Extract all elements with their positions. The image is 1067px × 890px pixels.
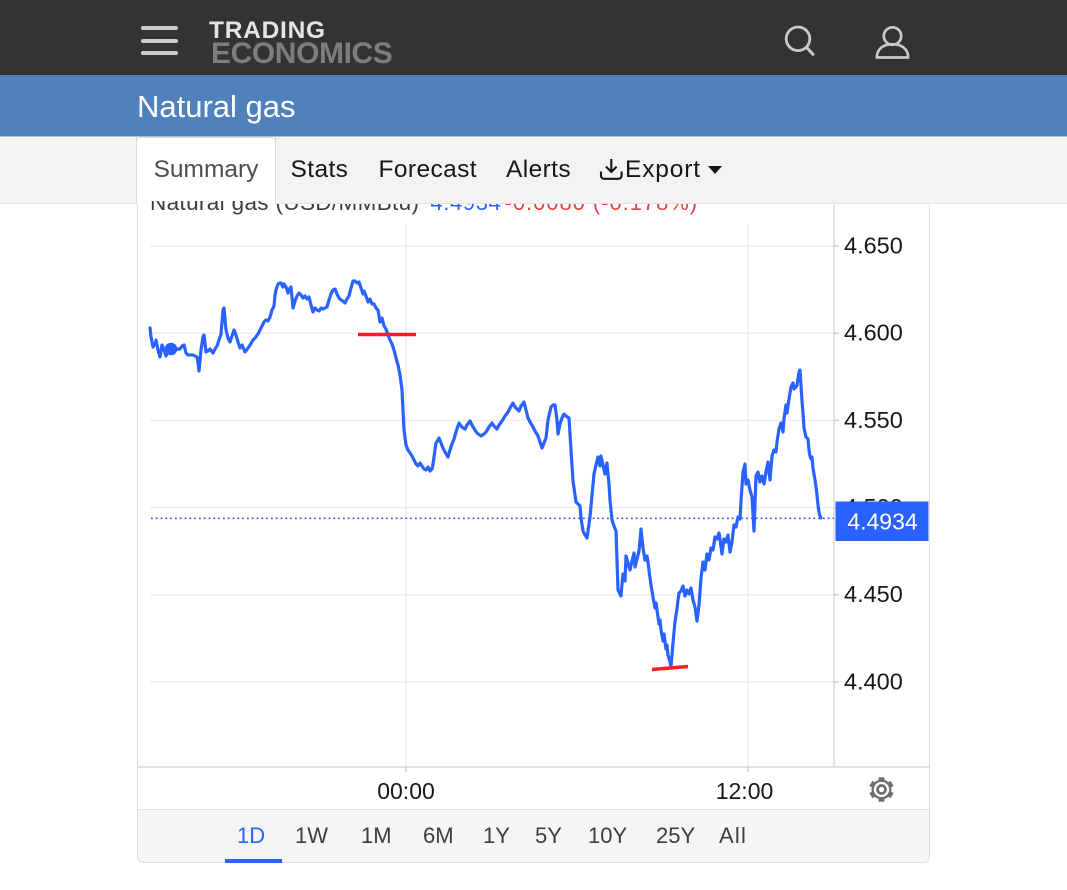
svg-text:12:00: 12:00 (716, 778, 774, 804)
svg-text:4.600: 4.600 (844, 320, 903, 346)
svg-text:4.550: 4.550 (844, 407, 903, 433)
svg-text:4.4934: 4.4934 (847, 509, 918, 535)
svg-text:4.400: 4.400 (844, 668, 903, 694)
svg-text:4.650: 4.650 (844, 232, 903, 258)
svg-text:00:00: 00:00 (377, 778, 435, 804)
svg-text:4.450: 4.450 (844, 581, 903, 607)
